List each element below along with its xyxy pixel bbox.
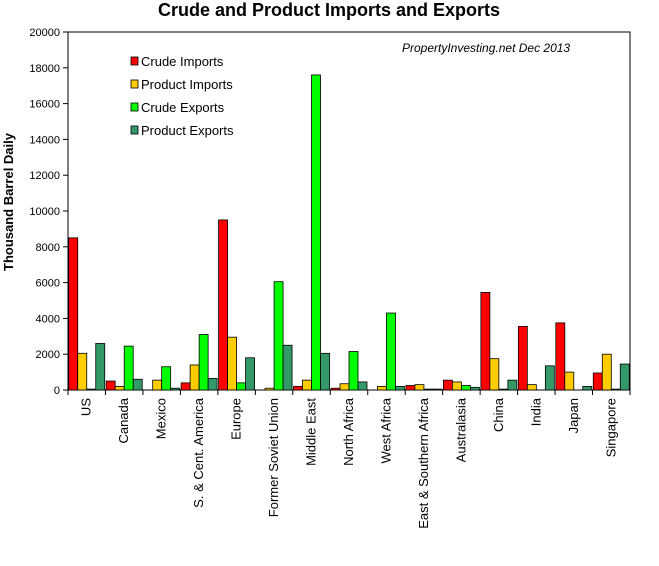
y-tick-label: 10000 [29, 206, 60, 218]
bar-crude-exports [86, 388, 97, 391]
bar-product-imports [377, 386, 387, 391]
bar-crude-exports [236, 382, 247, 391]
y-tick-label: 12000 [29, 170, 60, 182]
bar-product-exports [207, 377, 218, 391]
bar-product-imports [489, 358, 500, 391]
bar-product-imports [302, 379, 312, 391]
bar-product-exports [357, 381, 368, 391]
bar-product-exports [320, 352, 330, 391]
bar-product-exports [245, 357, 256, 391]
legend-swatch [130, 56, 139, 66]
y-tick-label: 20000 [29, 27, 60, 39]
category-label: Middle East [304, 398, 319, 466]
y-tick-label: 8000 [36, 242, 60, 254]
bar-crude-exports [498, 388, 509, 391]
bar-crude-imports [105, 380, 116, 391]
category-label: Japan [566, 398, 581, 433]
source-annotation: PropertyInvesting.net Dec 2013 [402, 41, 570, 55]
legend-swatch [130, 79, 139, 89]
category-labels: US Canada Mexico S. & Cent. America Europe Fo… [79, 397, 619, 529]
bar-crude-exports [273, 281, 284, 391]
bar-product-exports [469, 386, 480, 391]
legend-label: Crude Imports [141, 54, 224, 69]
bar-crude-imports [442, 379, 453, 391]
bar-crude-imports [480, 292, 491, 391]
bar-product-exports [170, 387, 181, 391]
category-label: India [528, 397, 543, 426]
bar-product-exports [544, 365, 555, 391]
category-label: US [79, 398, 94, 416]
y-axis: 0 2000 4000 6000 8000 10000 12000 14000 16000 180… [29, 27, 68, 397]
bar-crude-exports [348, 351, 359, 391]
bar-product-exports [507, 379, 518, 391]
bar-product-exports [619, 363, 630, 391]
bar-crude-imports [555, 322, 566, 391]
bar-product-imports [564, 371, 575, 391]
bar-crude-exports [161, 366, 172, 391]
category-label: Europe [229, 398, 244, 440]
category-label: S. & Cent. America [191, 397, 206, 508]
bar-product-exports [432, 388, 443, 391]
bar-crude-exports [423, 388, 434, 391]
bar-crude-exports [311, 74, 321, 391]
bar-product-imports [264, 387, 275, 391]
bar-product-imports [414, 384, 425, 391]
category-label: Canada [116, 397, 131, 443]
category-label: China [491, 397, 506, 432]
bar-crude-imports [218, 219, 229, 391]
bar-crude-exports [386, 312, 396, 391]
category-label: West Africa [378, 397, 393, 463]
bar-product-imports [526, 384, 537, 391]
y-axis-label: Thousand Barrel Daily [1, 132, 16, 271]
bar-product-imports [227, 336, 238, 391]
chart-title: Crude and Product Imports and Exports [158, 0, 500, 20]
legend: Crude Imports Product Imports Crude Export… [130, 54, 234, 138]
category-label: North Africa [341, 397, 356, 466]
bar-product-imports [339, 383, 350, 391]
bar-product-exports [282, 344, 293, 391]
bar-product-imports [189, 364, 200, 391]
y-tick-label: 16000 [29, 99, 60, 111]
bar-crude-imports [517, 326, 528, 391]
bar-crude-imports [405, 385, 416, 391]
bar-product-exports [582, 386, 593, 391]
category-label: Singapore [603, 398, 618, 457]
bar-product-exports [95, 343, 106, 391]
bar-crude-exports [610, 388, 621, 391]
bar-crude-imports [293, 386, 303, 391]
bar-product-exports [132, 378, 143, 391]
y-tick-label: 18000 [29, 63, 60, 75]
y-tick-label: 14000 [29, 134, 60, 146]
bar-product-imports [77, 352, 88, 391]
category-label: Mexico [154, 398, 169, 439]
legend-swatch [130, 125, 139, 135]
bar-crude-imports [330, 387, 341, 391]
bar-product-imports [152, 379, 163, 391]
bar-crude-imports [592, 372, 603, 391]
bar-crude-exports [460, 385, 471, 391]
bar-crude-imports [68, 237, 79, 391]
bar-crude-exports [123, 345, 134, 391]
legend-swatch [130, 102, 139, 112]
bar-product-imports [601, 353, 612, 391]
legend-label: Product Exports [141, 123, 234, 138]
bar-product-imports [451, 381, 462, 391]
bar-crude-imports [180, 382, 191, 391]
y-tick-label: 0 [54, 385, 60, 397]
bar-product-exports [395, 386, 405, 391]
category-label: Australasia [453, 397, 468, 462]
y-tick-label: 2000 [36, 349, 60, 361]
bars [68, 74, 630, 391]
legend-label: Product Imports [141, 77, 233, 92]
x-axis [67, 390, 631, 395]
legend-label: Crude Exports [141, 100, 225, 115]
y-tick-label: 4000 [36, 313, 60, 325]
category-label: East & Southern Africa [416, 397, 431, 529]
bar-product-imports [114, 386, 125, 391]
category-label: Former Soviet Union [266, 398, 281, 517]
y-tick-label: 6000 [36, 278, 60, 290]
bar-crude-exports [198, 334, 209, 391]
